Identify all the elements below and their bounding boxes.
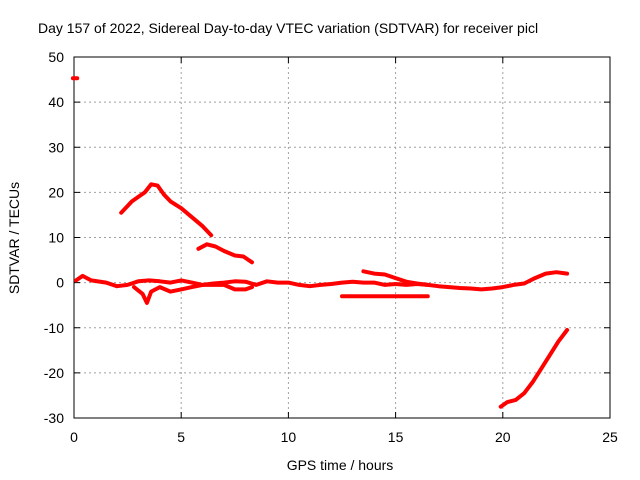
series-group [70, 76, 570, 409]
y-tick-label: 10 [48, 230, 64, 246]
y-tick-label: 0 [56, 275, 64, 291]
series-main-band [74, 270, 570, 292]
y-tick-label: -10 [44, 320, 64, 336]
y-axis-label: SDTVAR / TECUs [6, 182, 22, 294]
y-tick-label: 50 [48, 49, 64, 65]
series-late-rise [498, 328, 570, 409]
series-step-arc [196, 242, 254, 265]
y-tick-label: -30 [44, 410, 64, 426]
grid [74, 57, 610, 418]
x-tick-label: 0 [70, 429, 78, 445]
y-tick-label: 30 [48, 139, 64, 155]
x-axis-label: GPS time / hours [287, 457, 394, 473]
x-tick-label: 10 [281, 429, 297, 445]
y-tick-label: 20 [48, 184, 64, 200]
x-tick-label: 15 [388, 429, 404, 445]
y-tick-label: 40 [48, 94, 64, 110]
y-axis: -30 -20 -10 0 10 20 30 40 50 [44, 49, 610, 426]
series-upper-offset-band [361, 269, 430, 287]
y-tick-label: -20 [44, 365, 64, 381]
chart-title: Day 157 of 2022, Sidereal Day-to-day VTE… [38, 20, 538, 36]
series-peak-arc [119, 182, 214, 238]
x-tick-label: 5 [177, 429, 185, 445]
x-axis: 0 5 10 15 20 25 [70, 57, 618, 445]
x-tick-label: 25 [602, 429, 618, 445]
series-lower-band [132, 282, 254, 305]
x-tick-label: 20 [495, 429, 511, 445]
